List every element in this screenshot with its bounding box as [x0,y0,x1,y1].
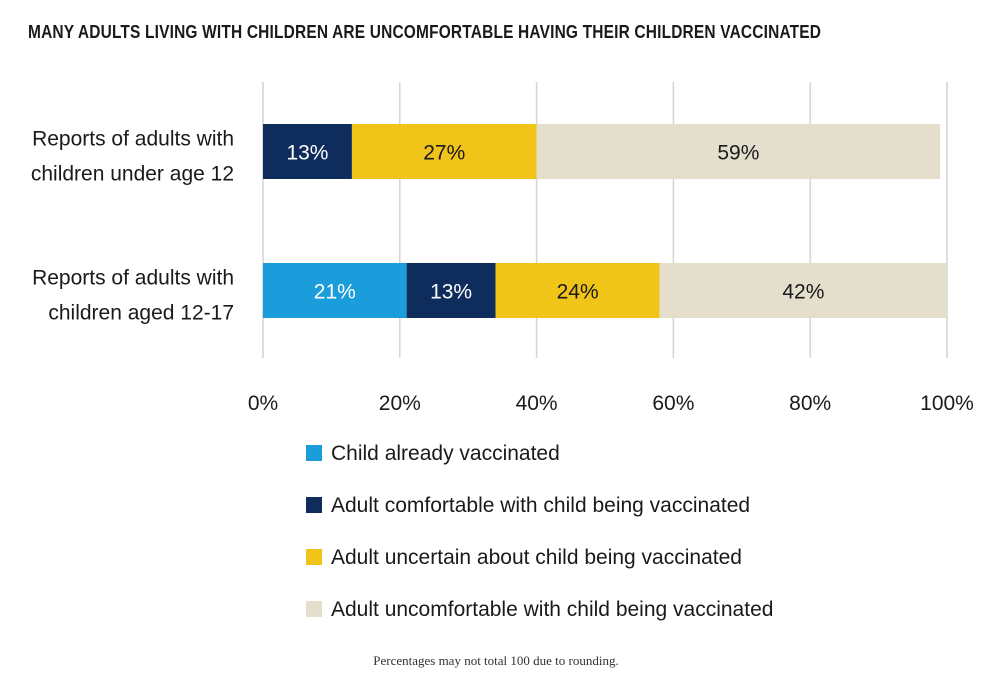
chart-footnote: Percentages may not total 100 due to rou… [373,653,619,668]
bar-segment [406,263,496,318]
x-tick-label: 80% [789,392,831,415]
legend-label: Adult uncomfortable with child being vac… [331,598,773,621]
x-tick-label: 0% [248,392,278,415]
legend-label: Adult comfortable with child being vacci… [331,494,750,517]
data-label: 27% [423,142,465,165]
category-label: Reports of adults with [32,128,234,151]
bar-segment [659,263,947,318]
data-label: 59% [717,142,759,165]
legend-label: Child already vaccinated [331,442,560,465]
legend-swatch [306,445,322,461]
bar-segment [351,124,537,179]
category-label: children aged 12-17 [48,302,234,325]
category-label: children under age 12 [31,163,234,186]
x-tick-label: 20% [379,392,421,415]
legend-swatch [306,601,322,617]
bar-segment [263,263,407,318]
legend-swatch [306,497,322,513]
data-label: 24% [557,281,599,304]
data-label: 42% [782,281,824,304]
legend-label: Adult uncertain about child being vaccin… [331,546,742,569]
category-label: Reports of adults with [32,267,234,290]
chart-plot: 0% 20% 40% 60% 80% 100% Reports of adults with… [31,82,974,621]
data-label: 13% [430,281,472,304]
bar-segment [263,124,352,179]
data-label: 13% [286,142,328,165]
data-label: 21% [314,281,356,304]
bar-segment [495,263,660,318]
x-tick-label: 60% [652,392,694,415]
chart-title: MANY ADULTS LIVING WITH CHILDREN ARE UNC… [28,22,822,42]
x-tick-label: 40% [516,392,558,415]
bar-segment [536,124,941,179]
legend-swatch [306,549,322,565]
x-tick-label: 100% [920,392,974,415]
